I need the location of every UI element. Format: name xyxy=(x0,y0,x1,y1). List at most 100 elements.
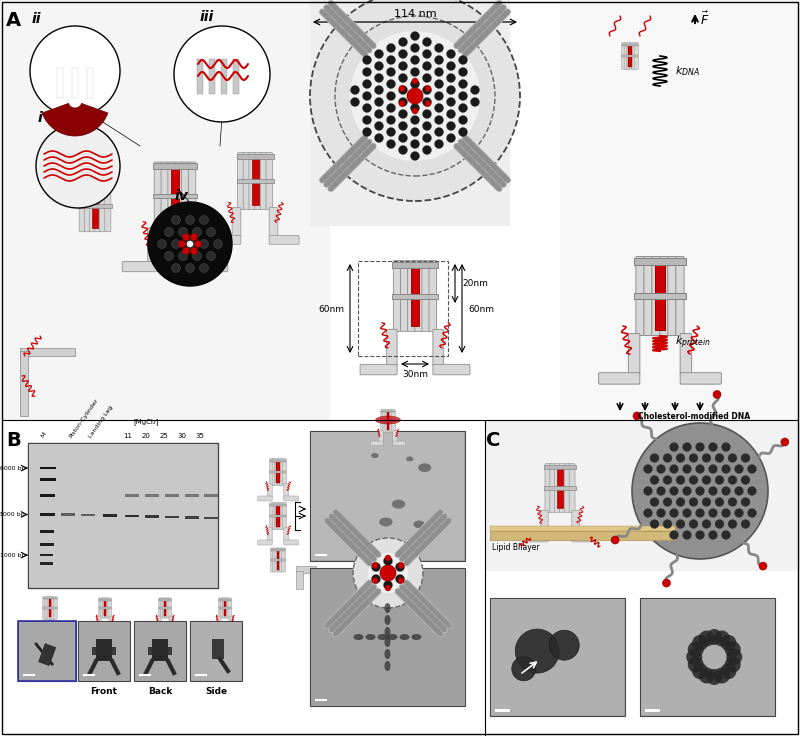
Bar xyxy=(145,494,159,497)
Bar xyxy=(164,600,166,616)
Circle shape xyxy=(633,412,641,420)
Bar xyxy=(251,157,258,205)
FancyBboxPatch shape xyxy=(429,261,437,331)
FancyBboxPatch shape xyxy=(422,261,430,331)
Circle shape xyxy=(688,657,704,673)
Circle shape xyxy=(728,475,737,484)
FancyBboxPatch shape xyxy=(652,257,660,336)
FancyBboxPatch shape xyxy=(150,626,161,629)
Circle shape xyxy=(374,133,383,143)
FancyBboxPatch shape xyxy=(284,484,289,498)
Circle shape xyxy=(399,101,405,107)
Circle shape xyxy=(734,509,743,517)
FancyBboxPatch shape xyxy=(393,431,398,443)
Circle shape xyxy=(722,531,730,539)
FancyBboxPatch shape xyxy=(622,43,626,69)
FancyBboxPatch shape xyxy=(270,459,274,485)
FancyBboxPatch shape xyxy=(174,162,182,230)
Circle shape xyxy=(362,79,371,88)
Circle shape xyxy=(702,453,711,462)
Circle shape xyxy=(434,55,443,65)
FancyBboxPatch shape xyxy=(545,464,551,512)
Ellipse shape xyxy=(375,416,401,424)
Bar xyxy=(135,622,185,680)
Circle shape xyxy=(458,104,467,113)
Circle shape xyxy=(386,91,395,101)
Circle shape xyxy=(395,575,405,584)
Text: $k_{DNA}$: $k_{DNA}$ xyxy=(675,64,700,78)
FancyBboxPatch shape xyxy=(680,372,722,384)
Circle shape xyxy=(434,79,443,88)
Text: 20nm: 20nm xyxy=(462,278,488,288)
FancyBboxPatch shape xyxy=(284,496,298,501)
Circle shape xyxy=(657,509,666,517)
FancyBboxPatch shape xyxy=(258,496,272,501)
FancyBboxPatch shape xyxy=(408,261,415,331)
Circle shape xyxy=(747,486,757,495)
Bar xyxy=(485,420,800,571)
Bar xyxy=(224,600,226,616)
Circle shape xyxy=(398,74,407,82)
Bar xyxy=(310,431,465,561)
FancyBboxPatch shape xyxy=(164,598,168,618)
FancyBboxPatch shape xyxy=(211,236,241,244)
Bar xyxy=(40,513,54,515)
Circle shape xyxy=(734,486,743,495)
Circle shape xyxy=(689,498,698,506)
Text: 11: 11 xyxy=(123,433,133,439)
Circle shape xyxy=(434,104,443,113)
Circle shape xyxy=(434,127,443,136)
Bar xyxy=(61,513,75,515)
Bar xyxy=(490,531,675,540)
Bar xyxy=(544,464,576,469)
Circle shape xyxy=(199,263,209,272)
Bar xyxy=(78,621,130,681)
Circle shape xyxy=(410,43,419,52)
Text: iii: iii xyxy=(200,10,214,24)
Bar xyxy=(310,568,465,706)
Circle shape xyxy=(386,127,395,136)
Circle shape xyxy=(194,241,202,247)
Bar xyxy=(221,59,227,94)
Bar xyxy=(270,471,286,473)
FancyBboxPatch shape xyxy=(258,540,272,545)
Bar xyxy=(622,43,638,46)
Circle shape xyxy=(398,562,404,568)
Bar xyxy=(159,607,171,609)
FancyBboxPatch shape xyxy=(272,459,276,485)
Bar xyxy=(87,68,93,98)
FancyBboxPatch shape xyxy=(90,180,95,232)
Bar xyxy=(148,647,152,655)
Circle shape xyxy=(663,520,672,528)
Bar xyxy=(270,549,286,551)
Circle shape xyxy=(350,97,359,107)
Text: 3000 bp: 3000 bp xyxy=(0,512,25,517)
FancyBboxPatch shape xyxy=(109,616,114,627)
Circle shape xyxy=(398,146,407,155)
FancyBboxPatch shape xyxy=(192,261,228,272)
Circle shape xyxy=(698,668,714,684)
Circle shape xyxy=(657,486,666,495)
FancyBboxPatch shape xyxy=(541,510,548,536)
Bar xyxy=(392,261,438,268)
Circle shape xyxy=(407,88,423,104)
FancyBboxPatch shape xyxy=(158,598,162,618)
Circle shape xyxy=(741,475,750,484)
Bar xyxy=(640,598,775,716)
Bar xyxy=(40,494,55,497)
Text: iv: iv xyxy=(175,189,189,203)
FancyBboxPatch shape xyxy=(106,598,110,618)
Circle shape xyxy=(434,116,443,124)
Bar xyxy=(622,55,638,57)
FancyBboxPatch shape xyxy=(282,459,286,485)
Bar xyxy=(112,647,116,655)
FancyBboxPatch shape xyxy=(385,409,389,433)
Ellipse shape xyxy=(399,634,410,640)
FancyBboxPatch shape xyxy=(228,598,231,618)
Circle shape xyxy=(670,509,678,517)
Circle shape xyxy=(386,79,395,88)
Text: Cholesterol-modified DNA: Cholesterol-modified DNA xyxy=(638,412,750,421)
Circle shape xyxy=(30,26,120,116)
Bar xyxy=(212,639,224,659)
Bar xyxy=(81,514,95,516)
